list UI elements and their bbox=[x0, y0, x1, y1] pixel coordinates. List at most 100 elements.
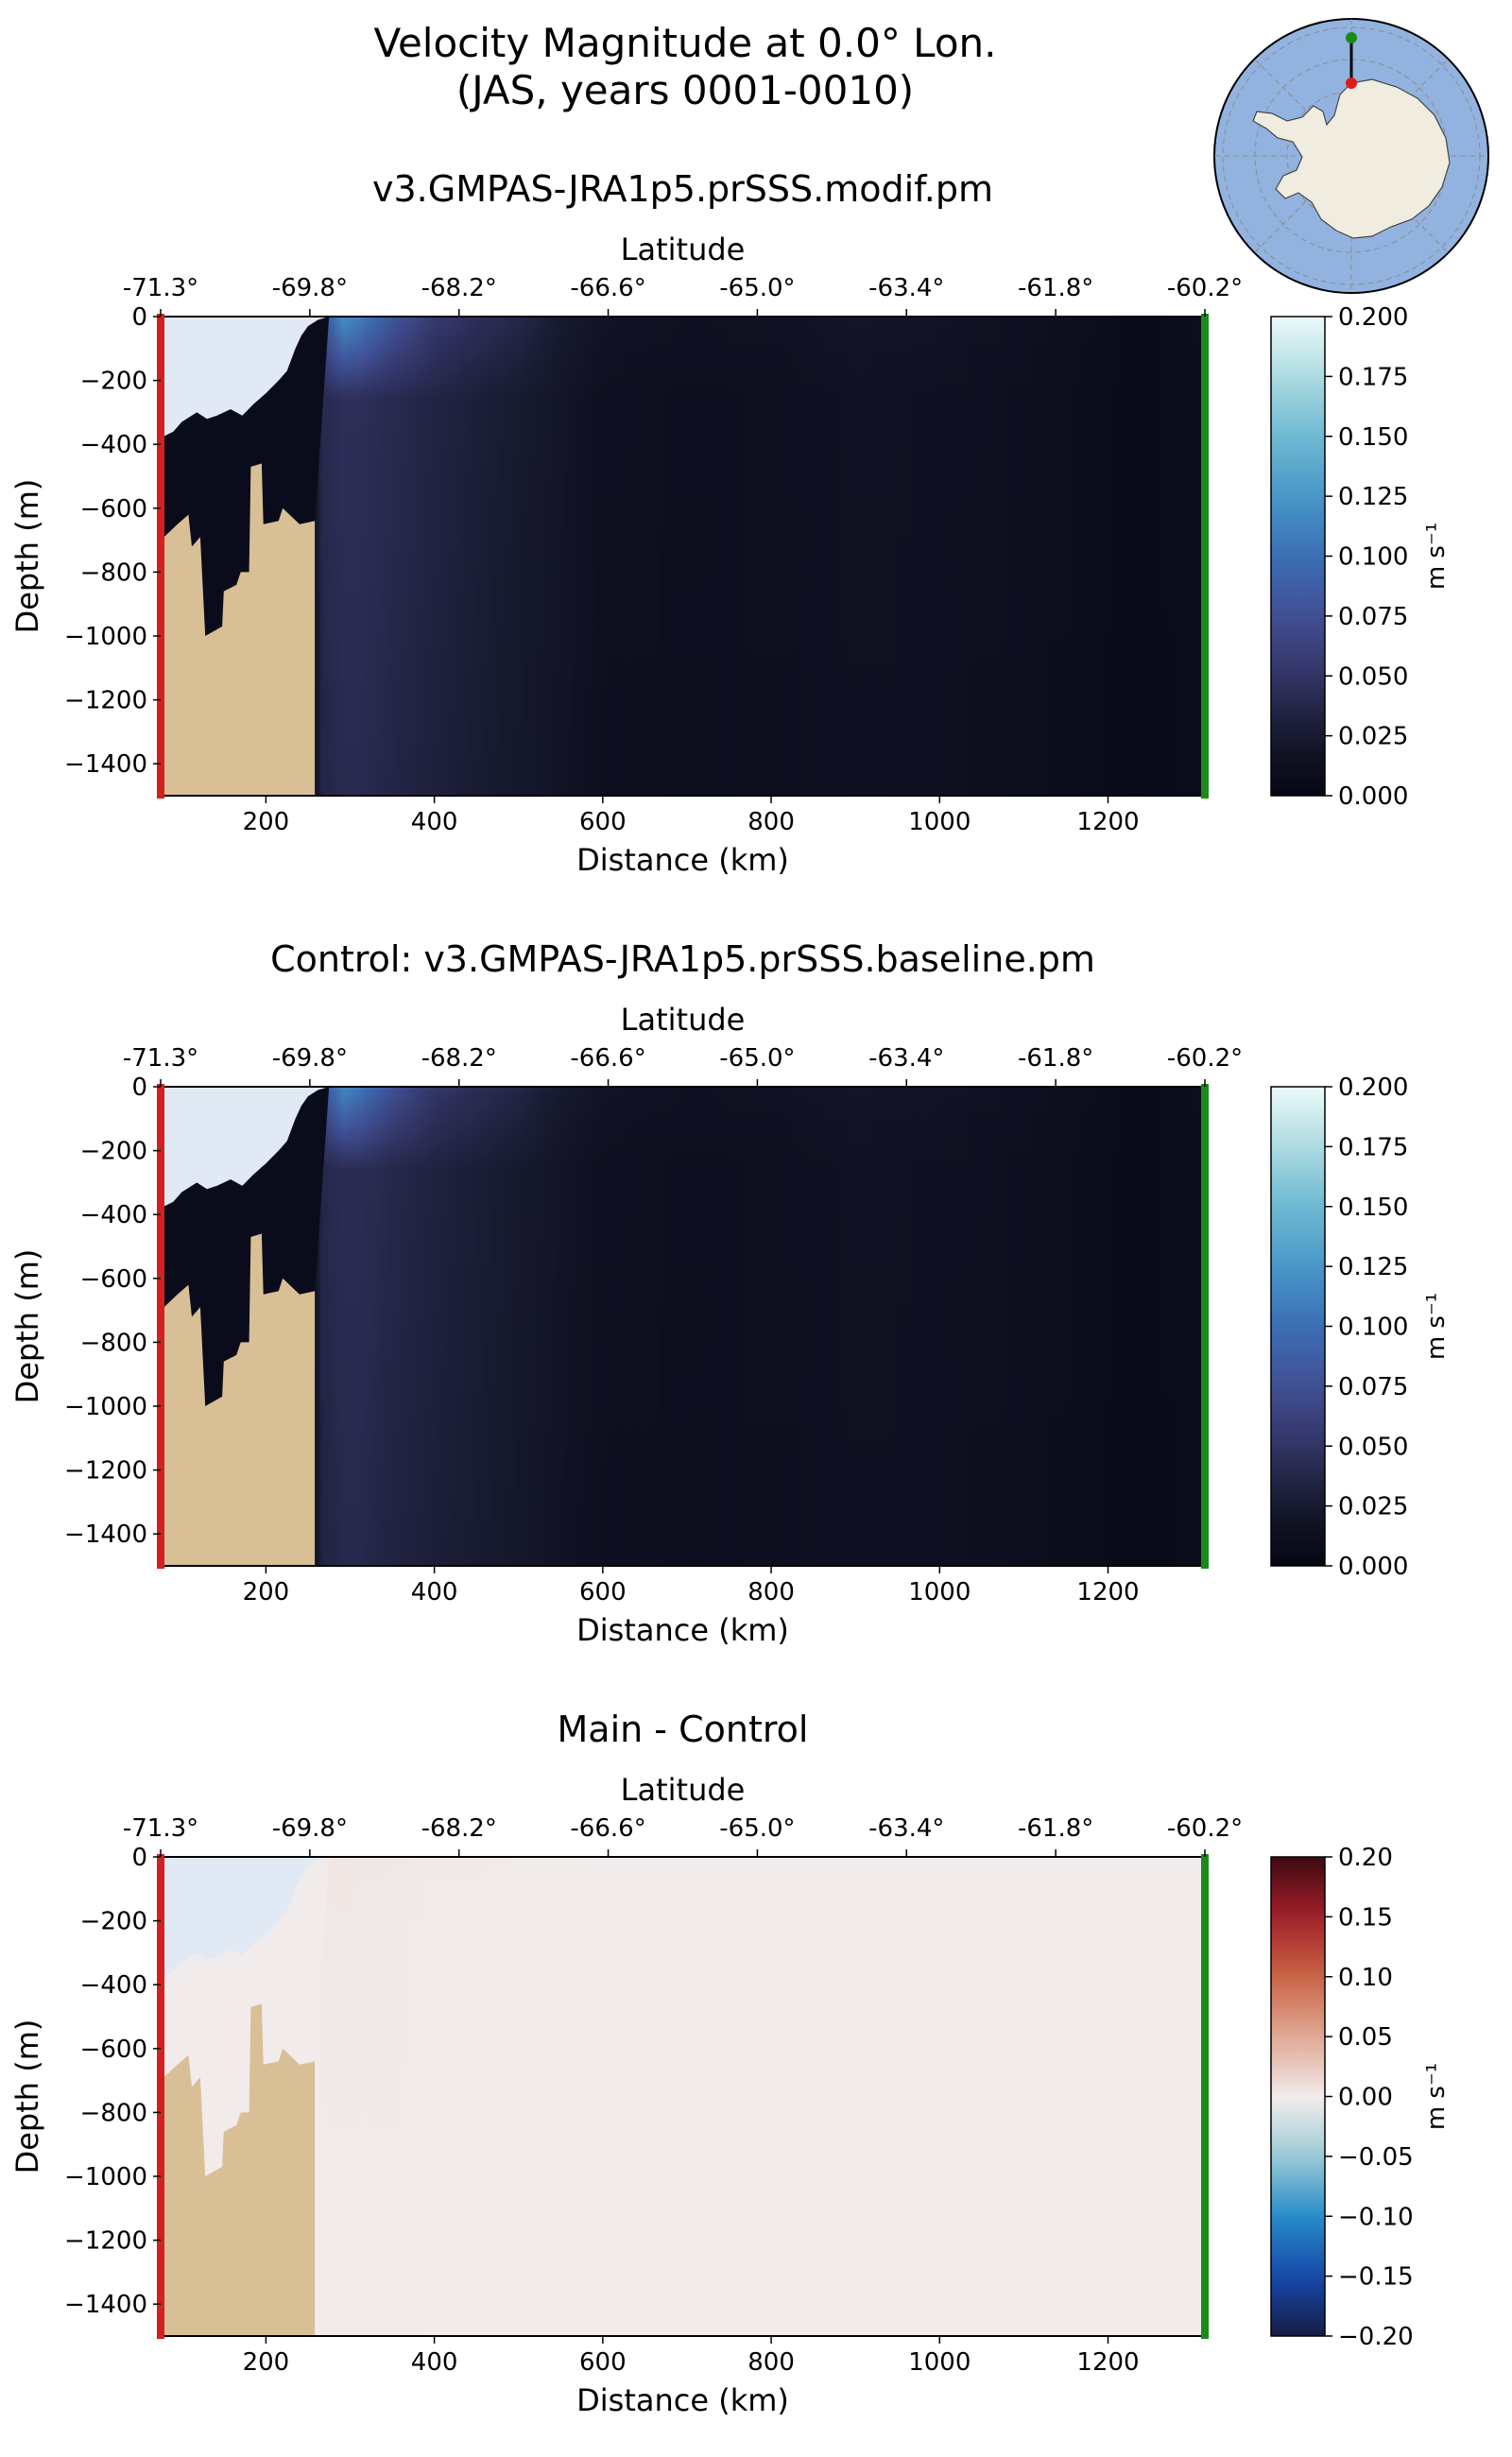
field-column bbox=[963, 1087, 967, 1566]
field-column bbox=[529, 1087, 533, 1566]
y-tick-label: −200 bbox=[80, 1908, 147, 1936]
field-column bbox=[541, 317, 544, 796]
field-column bbox=[694, 1857, 697, 2336]
field-column bbox=[750, 1087, 754, 1566]
field-column bbox=[396, 1087, 400, 1566]
lat-tick-label: -60.2° bbox=[1167, 1814, 1243, 1843]
field-column bbox=[722, 317, 726, 796]
field-column bbox=[935, 317, 938, 796]
field-column bbox=[969, 1087, 972, 1566]
field-column bbox=[1020, 1857, 1023, 2336]
field-column bbox=[1122, 1087, 1125, 1566]
field-column bbox=[1193, 317, 1196, 796]
field-column bbox=[402, 1087, 405, 1566]
field-column bbox=[886, 1857, 890, 2336]
field-column bbox=[611, 1857, 615, 2336]
field-column bbox=[370, 1087, 374, 1566]
field-column bbox=[790, 1857, 794, 2336]
field-column bbox=[875, 317, 879, 796]
field-column bbox=[733, 317, 737, 796]
field-column bbox=[830, 1087, 833, 1566]
field-column bbox=[705, 1857, 709, 2336]
x-tick-label: 200 bbox=[243, 2348, 290, 2377]
field-column bbox=[438, 317, 442, 796]
field-column bbox=[674, 1857, 678, 2336]
field-column bbox=[317, 1087, 320, 1566]
field-column bbox=[1071, 1857, 1074, 2336]
field-column bbox=[855, 1857, 859, 2336]
field-column bbox=[1127, 1857, 1131, 2336]
field-column bbox=[328, 317, 332, 796]
field-column bbox=[453, 1857, 456, 2336]
field-column bbox=[1122, 1857, 1125, 2336]
field-column bbox=[1011, 1087, 1015, 1566]
field-column bbox=[555, 317, 558, 796]
field-column bbox=[991, 1087, 995, 1566]
field-column bbox=[404, 1087, 408, 1566]
field-column bbox=[1045, 1087, 1049, 1566]
field-column bbox=[1008, 317, 1012, 796]
field-column bbox=[830, 317, 833, 796]
field-column bbox=[1187, 1857, 1191, 2336]
field-column bbox=[702, 317, 706, 796]
field-column bbox=[1167, 1087, 1171, 1566]
field-column bbox=[898, 1857, 902, 2336]
field-column bbox=[742, 1087, 746, 1566]
field-column bbox=[1057, 1087, 1060, 1566]
field-column bbox=[960, 1087, 964, 1566]
field-column bbox=[660, 317, 663, 796]
field-column bbox=[492, 1087, 496, 1566]
lat-tick-label: -68.2° bbox=[421, 1814, 497, 1843]
field-column bbox=[597, 1857, 601, 2336]
colorbar-tick-label: 0.15 bbox=[1338, 1903, 1393, 1932]
field-column bbox=[628, 1857, 632, 2336]
field-column bbox=[988, 1857, 992, 2336]
field-column bbox=[1127, 1087, 1131, 1566]
field-column bbox=[521, 1857, 524, 2336]
field-column bbox=[1181, 1087, 1185, 1566]
field-column bbox=[385, 1087, 388, 1566]
y-tick-label: −600 bbox=[80, 1265, 147, 1294]
field-column bbox=[492, 1857, 496, 2336]
field-column bbox=[867, 1857, 870, 2336]
field-column bbox=[549, 1857, 553, 2336]
field-column bbox=[626, 1087, 629, 1566]
field-column bbox=[875, 1087, 879, 1566]
lat-tick-label: -63.4° bbox=[868, 274, 944, 302]
field-column bbox=[634, 1857, 638, 2336]
field-column bbox=[1164, 317, 1168, 796]
field-column bbox=[614, 1857, 618, 2336]
field-column bbox=[345, 1087, 349, 1566]
field-column bbox=[546, 1857, 550, 2336]
field-column bbox=[691, 317, 695, 796]
field-column bbox=[1119, 1857, 1123, 2336]
field-column bbox=[889, 317, 893, 796]
field-column bbox=[674, 1087, 678, 1566]
field-column bbox=[592, 1087, 595, 1566]
colorbar-tick-label: −0.10 bbox=[1338, 2203, 1414, 2231]
field-column bbox=[790, 1087, 794, 1566]
field-column bbox=[359, 1857, 363, 2336]
field-column bbox=[765, 1087, 768, 1566]
field-column bbox=[1093, 1087, 1097, 1566]
field-column bbox=[971, 317, 975, 796]
field-column bbox=[1028, 1857, 1032, 2336]
colorbar-tick-label: 0.100 bbox=[1338, 1314, 1408, 1342]
field-column bbox=[892, 317, 896, 796]
field-column bbox=[804, 1857, 808, 2336]
field-column bbox=[325, 1087, 329, 1566]
field-column bbox=[1028, 317, 1032, 796]
field-column bbox=[461, 1857, 465, 2336]
field-column bbox=[850, 317, 853, 796]
field-column bbox=[569, 1857, 573, 2336]
field-column bbox=[470, 1857, 473, 2336]
field-column bbox=[1057, 1857, 1060, 2336]
field-column bbox=[572, 1087, 576, 1566]
field-column bbox=[1028, 1087, 1032, 1566]
field-column bbox=[390, 317, 394, 796]
field-column bbox=[1119, 1087, 1123, 1566]
field-column bbox=[1040, 1087, 1043, 1566]
field-column bbox=[776, 1857, 780, 2336]
field-column bbox=[515, 1857, 519, 2336]
field-column bbox=[728, 317, 731, 796]
